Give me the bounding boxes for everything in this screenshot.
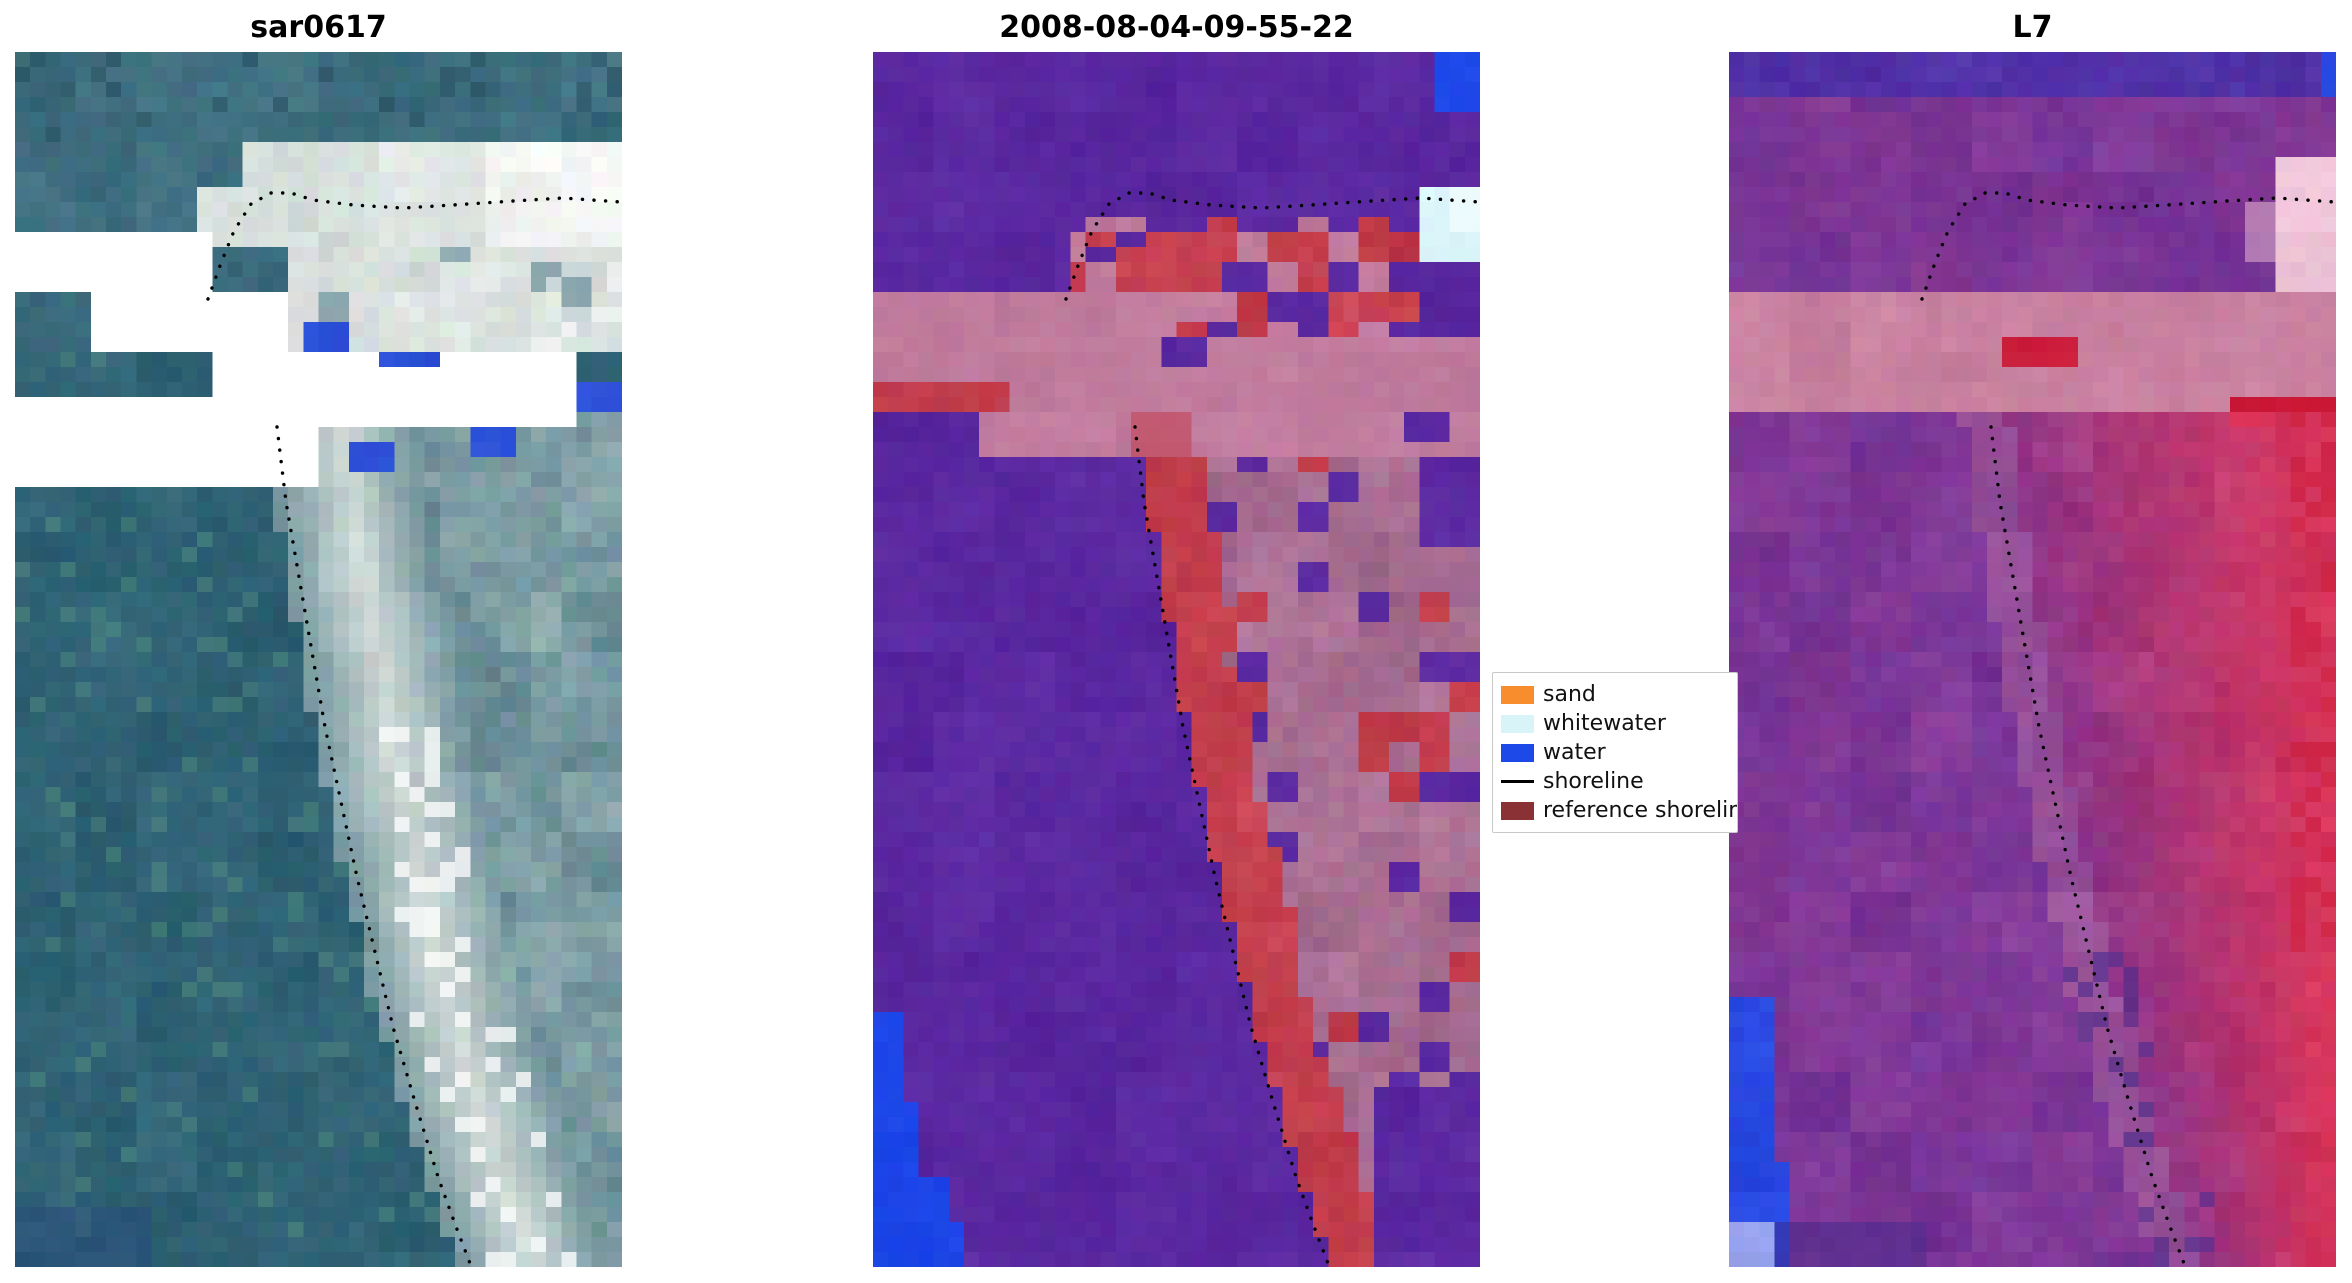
classified-image: [873, 52, 1480, 1267]
panel-title-l7: L7: [2012, 10, 2053, 45]
legend-item: water: [1501, 738, 1737, 767]
panel-body-l7: [1729, 52, 2336, 1267]
panel-sar0617: sar0617: [15, 8, 622, 1267]
legend-item: reference shoreline: [1501, 796, 1737, 825]
legend-label: shoreline: [1543, 769, 1644, 794]
legend-label: whitewater: [1543, 711, 1666, 736]
panel-title-classified: 2008-08-04-09-55-22: [999, 10, 1354, 45]
panel-l7: L7: [1729, 8, 2336, 1267]
sand-swatch: [1501, 685, 1534, 704]
legend-item: sand: [1501, 680, 1737, 709]
legend: sand whitewater water shoreline reference sh…: [1492, 672, 1738, 833]
water-swatch: [1501, 743, 1534, 762]
whitewater-swatch: [1501, 714, 1534, 733]
sar-image: [15, 52, 622, 1267]
panel-classified: 2008-08-04-09-55-22: [873, 8, 1480, 1267]
legend-label: reference shoreline: [1543, 798, 1737, 823]
legend-item: shoreline: [1501, 767, 1737, 796]
shoreline-swatch: [1501, 780, 1534, 783]
reference-shoreline-swatch: [1501, 801, 1534, 820]
panel-body-sar0617: [15, 52, 622, 1267]
l7-image: [1729, 52, 2336, 1267]
panel-body-classified: [873, 52, 1480, 1267]
legend-label: water: [1543, 740, 1606, 765]
legend-label: sand: [1543, 682, 1596, 707]
panel-title-sar0617: sar0617: [250, 10, 387, 45]
legend-item: whitewater: [1501, 709, 1737, 738]
